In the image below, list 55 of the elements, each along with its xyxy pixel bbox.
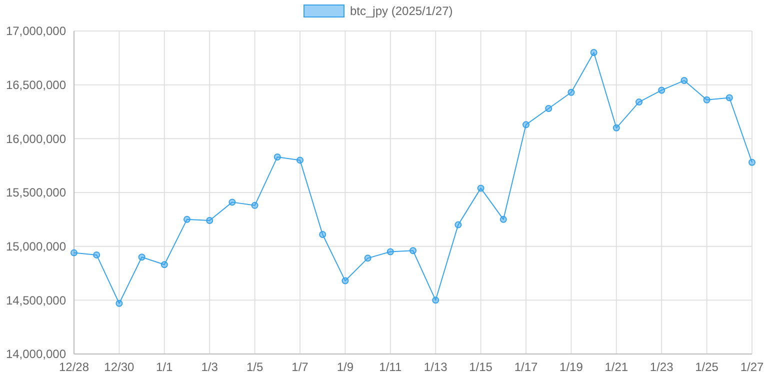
point	[342, 277, 349, 284]
point	[590, 49, 598, 56]
point	[386, 248, 394, 256]
point	[93, 251, 100, 258]
point	[319, 230, 326, 238]
x-tick-label: 1/11	[379, 360, 402, 374]
x-tick-label: 1/19	[560, 360, 584, 374]
x-tick-label: 12/28	[58, 360, 90, 374]
point	[568, 88, 575, 96]
x-tick-label: 1/21	[604, 360, 628, 374]
x-tick-label: 1/1	[156, 360, 174, 374]
x-tick-label: 1/3	[201, 360, 218, 374]
legend-label: btc_jpy (2025/1/27)	[350, 4, 453, 18]
point	[364, 254, 372, 262]
y-tick-label: 16,500,000	[6, 78, 66, 92]
x-tick-label: 1/17	[514, 360, 538, 374]
x-tick-label: 12/30	[104, 360, 135, 374]
point	[296, 156, 304, 164]
point	[184, 216, 190, 223]
y-tick-label: 15,500,000	[6, 186, 66, 200]
point	[703, 96, 710, 104]
point	[612, 124, 620, 132]
x-tick-label: 1/13	[424, 360, 448, 374]
point	[410, 247, 416, 254]
point	[432, 296, 440, 304]
y-tick-label: 14,500,000	[6, 293, 66, 308]
point	[138, 254, 146, 261]
point	[70, 249, 78, 256]
point	[160, 261, 168, 268]
point	[454, 221, 462, 228]
point	[748, 158, 756, 166]
point	[680, 77, 688, 84]
y-tick-label: 17,000,000	[6, 24, 66, 38]
x-tick-label: 1/15	[469, 360, 493, 374]
point	[545, 105, 552, 112]
point	[522, 121, 530, 128]
point	[251, 202, 258, 209]
x-tick-label: 1/23	[650, 360, 674, 374]
x-tick-label: 1/5	[246, 360, 264, 374]
y-tick-label: 16,000,000	[6, 132, 66, 146]
point	[206, 216, 214, 224]
y-tick-label: 14,000,000	[6, 347, 66, 362]
point	[636, 98, 642, 106]
point	[658, 86, 666, 94]
point	[228, 198, 236, 206]
point	[274, 153, 281, 160]
point	[726, 94, 733, 102]
y-tick-label: 15,000,000	[6, 240, 66, 254]
point	[477, 184, 484, 192]
point	[500, 216, 507, 223]
x-tick-label: 1/9	[336, 360, 354, 374]
x-tick-label: 1/27	[740, 360, 764, 374]
x-tick-label: 1/7	[292, 360, 309, 374]
point	[116, 300, 123, 307]
x-tick-label: 1/25	[695, 360, 719, 374]
